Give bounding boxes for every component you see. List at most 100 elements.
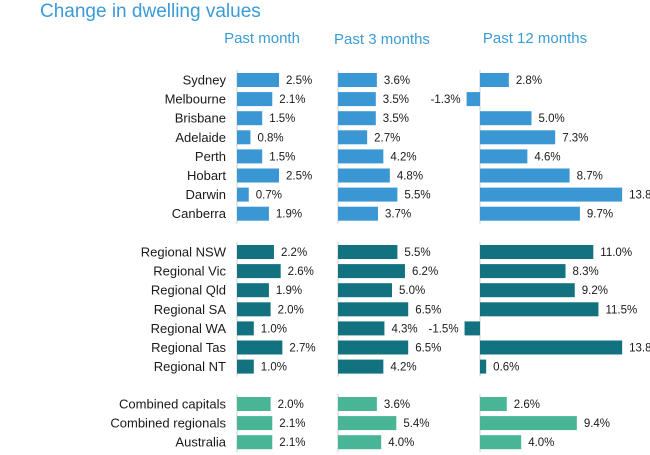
bar-sydney-past-3-months: [338, 73, 377, 87]
value-label-perth-past-12-months: 4.6%: [534, 151, 560, 163]
bar-hobart-past-12-months: [480, 168, 570, 183]
value-label-adelaide-past-3-months: 2.7%: [374, 132, 400, 144]
value-label-melbourne-past-12-months: -1.3%: [431, 94, 461, 106]
bar-sydney-past-month: [237, 73, 279, 87]
value-label-hobart-past-month: 2.5%: [286, 171, 312, 183]
value-label-regional-qld-past-12-months: 9.2%: [582, 285, 608, 297]
value-label-sydney-past-12-months: 2.8%: [516, 75, 542, 87]
row-label-sydney: Sydney: [183, 73, 227, 88]
chart-marks: Sydney 2.5% 3.6% 2.8% Melbourne 2.1% 3.5% -1.3%…: [110, 70, 650, 453]
value-label-regional-tas-past-3-months: 6.5%: [415, 343, 441, 355]
bar-regional-qld-past-month: [237, 283, 269, 298]
bar-canberra-past-month: [237, 206, 269, 221]
bar-regional-sa-past-3-months: [338, 302, 409, 317]
value-label-combined-capitals-past-3-months: 3.6%: [384, 399, 410, 411]
row-label-regional-wa: Regional WA: [151, 321, 227, 336]
value-label-regional-nsw-past-3-months: 5.5%: [404, 247, 430, 259]
value-label-regional-sa-past-12-months: 11.5%: [605, 304, 637, 316]
value-label-perth-past-month: 1.5%: [269, 151, 295, 163]
value-label-regional-vic-past-12-months: 8.3%: [572, 266, 598, 278]
bar-canberra-past-3-months: [338, 206, 378, 221]
bar-regional-wa-past-12-months: [464, 321, 480, 336]
value-label-adelaide-past-month: 0.8%: [257, 132, 283, 144]
value-label-canberra-past-12-months: 9.7%: [587, 209, 613, 221]
value-label-australia-past-3-months: 4.0%: [388, 437, 414, 449]
row-label-australia: Australia: [175, 435, 226, 450]
bar-combined-regionals-past-month: [237, 416, 273, 431]
row-label-regional-tas: Regional Tas: [151, 340, 226, 355]
value-label-canberra-past-3-months: 3.7%: [385, 209, 411, 221]
bar-adelaide-past-3-months: [338, 130, 368, 145]
value-label-regional-tas-past-12-months: 13.8%: [629, 343, 650, 355]
bar-regional-nt-past-12-months: [480, 359, 487, 374]
value-label-regional-nt-past-month: 1.0%: [261, 362, 287, 374]
bar-perth-past-3-months: [338, 149, 384, 164]
value-label-regional-tas-past-month: 2.7%: [289, 343, 315, 355]
bar-regional-wa-past-month: [237, 321, 254, 336]
value-label-perth-past-3-months: 4.2%: [390, 151, 416, 163]
bar-canberra-past-12-months: [480, 206, 580, 221]
value-label-hobart-past-12-months: 8.7%: [577, 171, 603, 183]
column-header-past-12-months: Past 12 months: [483, 30, 587, 47]
row-label-combined-capitals: Combined capitals: [119, 397, 226, 412]
bar-regional-sa-past-month: [237, 302, 271, 317]
value-label-combined-regionals-past-month: 2.1%: [279, 418, 305, 430]
value-label-australia-past-month: 2.1%: [279, 437, 305, 449]
bar-brisbane-past-month: [237, 111, 263, 126]
row-label-melbourne: Melbourne: [165, 92, 226, 107]
bar-regional-tas-past-month: [237, 340, 283, 355]
bar-melbourne-past-12-months: [466, 92, 480, 107]
value-label-sydney-past-3-months: 3.6%: [384, 75, 410, 87]
value-label-regional-wa-past-month: 1.0%: [261, 323, 287, 335]
value-label-regional-nsw-past-12-months: 11.0%: [600, 247, 632, 259]
bar-regional-tas-past-3-months: [338, 340, 409, 355]
column-header-past-3-months: Past 3 months: [334, 31, 430, 48]
value-label-regional-vic-past-3-months: 6.2%: [412, 266, 438, 278]
row-label-regional-qld: Regional Qld: [151, 283, 226, 298]
chart-title: Change in dwelling values: [40, 1, 261, 22]
bar-darwin-past-3-months: [338, 187, 398, 202]
bar-brisbane-past-12-months: [480, 111, 532, 126]
bar-regional-tas-past-12-months: [480, 340, 623, 355]
row-label-adelaide: Adelaide: [175, 130, 226, 145]
bar-sydney-past-12-months: [480, 73, 509, 87]
value-label-adelaide-past-12-months: 7.3%: [562, 132, 588, 144]
value-label-hobart-past-3-months: 4.8%: [397, 171, 423, 183]
bar-regional-nsw-past-3-months: [338, 245, 398, 259]
bar-melbourne-past-month: [237, 92, 273, 107]
bar-regional-nt-past-month: [237, 359, 254, 374]
bar-perth-past-month: [237, 149, 263, 164]
value-label-canberra-past-month: 1.9%: [276, 209, 302, 221]
row-label-regional-nsw: Regional NSW: [141, 245, 227, 260]
value-label-darwin-past-3-months: 5.5%: [404, 190, 430, 202]
value-label-regional-sa-past-3-months: 6.5%: [415, 304, 441, 316]
bar-australia-past-3-months: [338, 435, 382, 450]
bar-darwin-past-month: [237, 187, 249, 202]
row-label-regional-vic: Regional Vic: [153, 264, 226, 279]
value-label-combined-capitals-past-12-months: 2.6%: [514, 399, 540, 411]
value-label-combined-regionals-past-3-months: 5.4%: [403, 418, 429, 430]
bar-regional-sa-past-12-months: [480, 302, 599, 317]
row-label-brisbane: Brisbane: [175, 111, 226, 126]
value-label-combined-regionals-past-12-months: 9.4%: [584, 418, 610, 430]
value-label-regional-wa-past-12-months: -1.5%: [429, 323, 459, 335]
value-label-regional-nt-past-12-months: 0.6%: [493, 362, 519, 374]
value-label-melbourne-past-3-months: 3.5%: [383, 94, 409, 106]
value-label-brisbane-past-3-months: 3.5%: [383, 113, 409, 125]
value-label-darwin-past-12-months: 13.8%: [629, 190, 650, 202]
bar-hobart-past-3-months: [338, 168, 390, 183]
row-label-hobart: Hobart: [187, 168, 226, 183]
row-label-perth: Perth: [195, 149, 226, 164]
bar-combined-capitals-past-month: [237, 397, 271, 411]
value-label-combined-capitals-past-month: 2.0%: [278, 399, 304, 411]
value-label-regional-nsw-past-month: 2.2%: [281, 247, 307, 259]
value-label-regional-wa-past-3-months: 4.3%: [391, 323, 417, 335]
bar-australia-past-12-months: [480, 435, 522, 450]
bar-regional-nsw-past-12-months: [480, 245, 594, 259]
value-label-australia-past-12-months: 4.0%: [528, 437, 554, 449]
row-label-darwin: Darwin: [186, 187, 226, 202]
row-label-canberra: Canberra: [172, 206, 227, 221]
bar-darwin-past-12-months: [480, 187, 623, 202]
bar-regional-nsw-past-month: [237, 245, 274, 259]
bar-regional-vic-past-12-months: [480, 264, 566, 279]
